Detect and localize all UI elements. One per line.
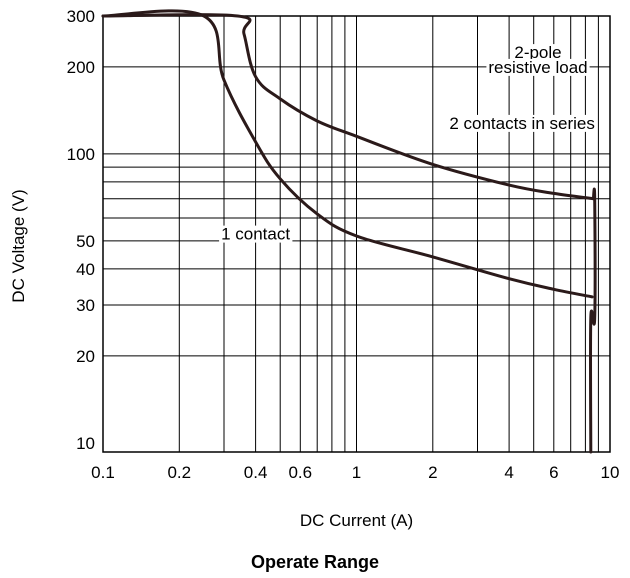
y-tick-label: 40 xyxy=(76,260,95,279)
x-tick-label: 4 xyxy=(504,463,513,482)
x-tick-label: 0.1 xyxy=(91,463,115,482)
y-tick-label: 30 xyxy=(76,296,95,315)
x-tick-label: 0.4 xyxy=(244,463,268,482)
x-axis-title: DC Current (A) xyxy=(300,511,413,530)
tick-layer: 0.1 0.2 0.4 0.6 1 2 4 6 10 10 20 30 40 50 100 200 300 xyxy=(67,7,620,482)
curve-2-pole-resistive-load xyxy=(588,187,597,454)
x-tick-label: 0.6 xyxy=(288,463,312,482)
curve-2-contacts-in-series xyxy=(101,13,595,201)
annotation-label: 2 contacts in series xyxy=(449,114,595,133)
annotation-backing xyxy=(486,58,590,76)
y-tick-label: 100 xyxy=(67,145,95,164)
y-axis-title: DC Voltage (V) xyxy=(9,189,28,302)
y-tick-label: 300 xyxy=(67,7,95,26)
curve-1-contact xyxy=(101,9,594,299)
chart-title: Operate Range xyxy=(250,552,380,572)
plot-frame xyxy=(102,15,611,453)
annotation-label: 2-pole xyxy=(514,43,561,62)
grid-layer xyxy=(102,15,611,453)
y-tick-label: 10 xyxy=(76,434,95,453)
curve-layer xyxy=(101,9,597,454)
x-tick-label: 2 xyxy=(428,463,437,482)
y-tick-label: 50 xyxy=(76,232,95,251)
annotation-label: resistive load xyxy=(488,58,587,77)
y-tick-label: 200 xyxy=(67,58,95,77)
annotation-label: 1 contact xyxy=(221,225,290,244)
x-tick-label: 1 xyxy=(352,463,361,482)
y-tick-label: 20 xyxy=(76,347,95,366)
x-tick-label: 6 xyxy=(549,463,558,482)
x-tick-label: 0.2 xyxy=(167,463,191,482)
annotation-backing xyxy=(219,225,293,243)
annotation-backing xyxy=(512,44,564,62)
x-tick-label: 10 xyxy=(601,463,620,482)
annotation-backing xyxy=(447,114,597,132)
